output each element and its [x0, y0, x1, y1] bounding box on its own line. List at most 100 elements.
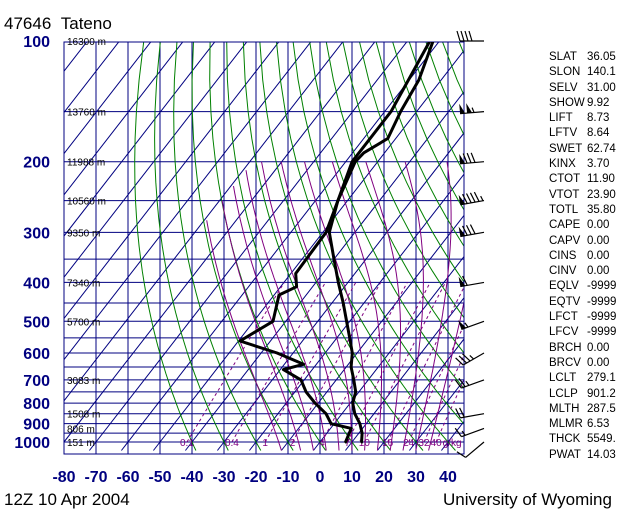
wind-barb-pennant	[458, 226, 466, 237]
index-value: -9999	[587, 311, 617, 324]
moist-adiabat-line	[206, 220, 282, 451]
temperature-tick-label: -70	[84, 469, 107, 486]
mixing-ratio-label: 40	[431, 438, 443, 449]
temperature-tick-label: 0	[316, 469, 325, 486]
index-name: MLMR	[549, 418, 583, 431]
wind-barb-flag	[454, 427, 462, 437]
mixing-ratio-line	[408, 324, 464, 443]
wind-barb-staff	[460, 161, 485, 165]
temperature-tick-label: 40	[439, 469, 457, 486]
wind-barb-staff	[460, 413, 485, 419]
wind-barb-flag	[459, 407, 465, 418]
index-value: 9.92	[587, 96, 610, 109]
isotherm-line	[377, 338, 464, 451]
isotherm-line	[64, 42, 152, 155]
index-row: LFTV 8.64	[549, 126, 639, 141]
wind-barb-flag	[468, 30, 473, 42]
index-row: SWET 62.74	[549, 142, 639, 157]
mixing-ratio-line	[423, 353, 464, 443]
mixing-ratio-line	[435, 378, 464, 443]
temperature-tick-label: -50	[148, 469, 171, 486]
index-row: TOTL 35.80	[549, 203, 639, 218]
index-name: CAPE	[549, 219, 581, 232]
index-value: -9999	[587, 280, 617, 293]
mixing-ratio-label: 2	[290, 438, 296, 449]
height-label: 10560 m	[67, 197, 106, 208]
isotherm-line	[64, 42, 344, 402]
index-row: LIFT 8.73	[549, 111, 639, 126]
dry-adiabat-line	[392, 42, 464, 211]
isotherm-line	[64, 42, 120, 114]
isotherm-line	[64, 42, 376, 443]
isotherm-line	[64, 42, 280, 320]
index-name: LCLP	[549, 387, 578, 400]
dry-adiabat-line	[259, 42, 424, 451]
mixing-ratio-line	[363, 282, 446, 443]
height-labels: 16300 m 13760 m 11988 m 10560 m 9350 m 7340 m…	[67, 37, 106, 449]
dry-adiabat-line	[292, 42, 464, 425]
index-row: CAPE 0.00	[549, 218, 639, 233]
wind-barb-flag	[462, 225, 468, 236]
index-value: 31.00	[587, 81, 616, 94]
dry-adiabat-line	[173, 42, 262, 451]
index-value: 62.74	[587, 142, 616, 155]
index-row: SLAT 36.05	[549, 50, 639, 65]
index-name: LFCT	[549, 311, 578, 324]
index-value: 8.64	[587, 127, 610, 140]
dry-adiabat-line	[209, 42, 327, 451]
moist-adiabat-line	[245, 170, 327, 451]
index-value: 36.05	[587, 51, 616, 63]
wind-barb-flag	[462, 275, 468, 286]
index-value: 0.00	[587, 356, 610, 369]
index-row: KINX 3.70	[549, 157, 639, 172]
mixing-ratio-line	[231, 282, 326, 443]
temperature-tick-label: -20	[244, 469, 267, 486]
wind-barb	[458, 224, 485, 238]
wind-barb	[454, 427, 485, 438]
moist-adiabat-line	[233, 186, 314, 451]
wind-barb-staff	[461, 320, 485, 331]
data-source: University of Wyoming	[443, 490, 612, 509]
index-value: 6.53	[587, 418, 610, 431]
index-value: 0.00	[587, 234, 610, 247]
index-name: SWET	[549, 142, 583, 155]
index-row: CINS 0.00	[549, 249, 639, 264]
isotherm-line	[64, 42, 248, 279]
index-value: -9999	[587, 326, 617, 339]
dry-adiabat-line	[276, 42, 456, 451]
isotherm-line	[89, 42, 408, 451]
wind-barb-flag	[458, 377, 466, 388]
index-value: 23.90	[587, 188, 616, 201]
pressure-label: 700	[23, 373, 50, 390]
pressure-label: 100	[23, 34, 50, 51]
dry-adiabat-line	[134, 42, 197, 451]
wind-barb-pennant	[458, 320, 467, 330]
isotherm-line	[281, 214, 464, 451]
wind-barb	[458, 191, 485, 206]
height-label: 3083 m	[67, 376, 100, 387]
isotherm-line	[249, 173, 464, 451]
mixing-ratio-label: 4	[319, 438, 325, 449]
station-title: 47646 Tateno	[4, 14, 112, 34]
wind-barb-pennant	[458, 194, 466, 205]
index-name: BRCV	[549, 356, 581, 369]
wind-barb-half-flag	[469, 355, 475, 360]
wind-barb-pennant	[459, 153, 466, 164]
index-row: SLON 140.1	[549, 65, 639, 80]
index-row: EQTV -9999	[549, 295, 639, 310]
mixing-ratio-line	[186, 282, 285, 443]
wind-barb	[456, 30, 484, 42]
index-value: 8.73	[587, 112, 610, 125]
height-label: 9350 m	[67, 228, 100, 239]
index-name: LCLT	[549, 372, 577, 385]
index-row: LFCV -9999	[549, 325, 639, 340]
wind-barb-flag	[460, 30, 465, 42]
index-name: LFCV	[549, 326, 579, 339]
stability-indices-table: SLAT 36.05 SLON 140.1 SELV 31.00 SHOW 9.92 LIFT 8…	[549, 50, 639, 463]
wind-barb-flag	[455, 408, 461, 419]
sounding-profiles	[238, 42, 435, 444]
index-value: 0.00	[587, 341, 610, 354]
index-row: MLTH 287.5	[549, 402, 639, 417]
